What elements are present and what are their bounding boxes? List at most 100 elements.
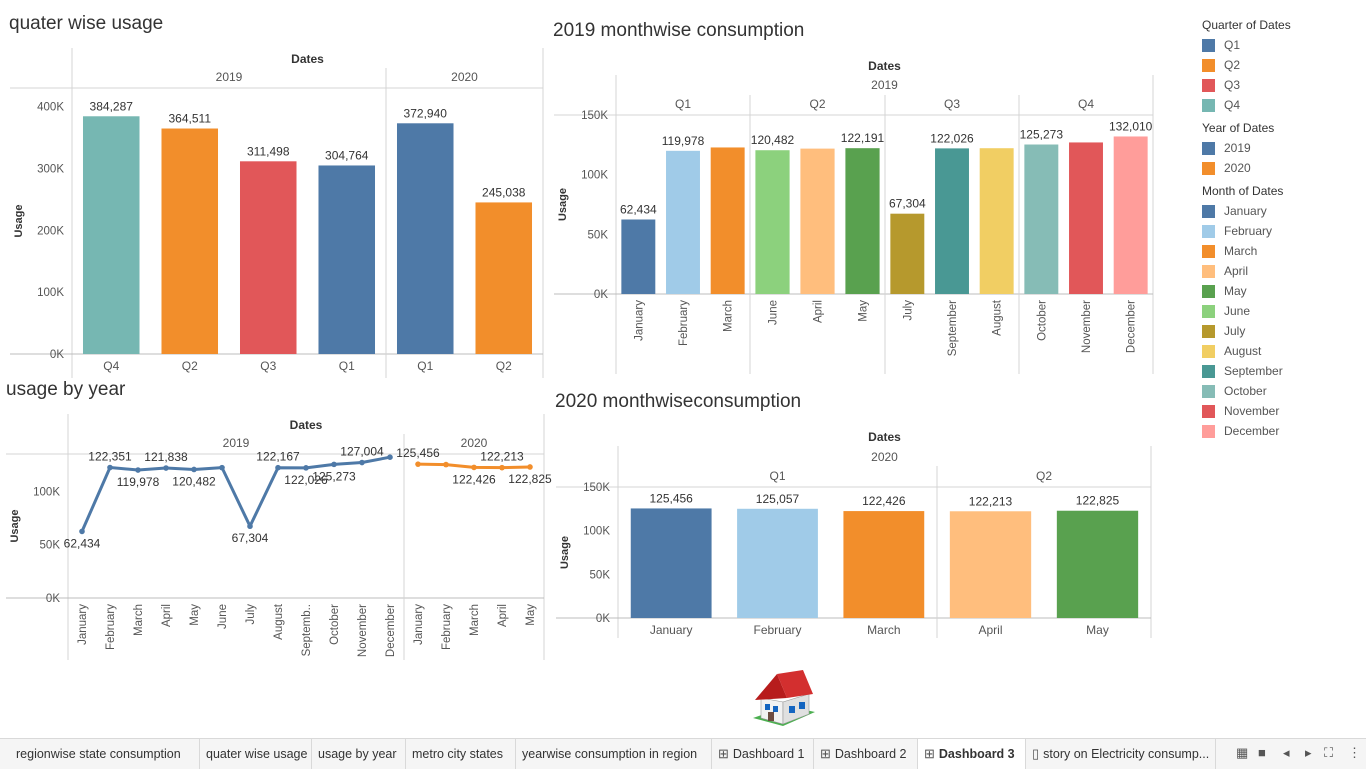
legend-item[interactable]: October [1202, 381, 1362, 401]
legend-label: May [1224, 284, 1247, 298]
legend-item[interactable]: Q1 [1202, 35, 1362, 55]
legend-swatch [1202, 38, 1215, 52]
legend-item[interactable]: August [1202, 341, 1362, 361]
sheet-tab[interactable]: metro city states [406, 739, 516, 769]
data-point [415, 461, 421, 467]
bar [979, 148, 1014, 294]
previous-icon[interactable]: ◂ [1283, 745, 1290, 760]
sheet-tab[interactable]: regionwise state consumption [10, 739, 200, 769]
y-tick-label: 100K [37, 287, 64, 299]
sheet-tab-label: Dashboard 2 [834, 747, 907, 761]
legend-swatch [1202, 284, 1215, 298]
legend-item[interactable]: Q2 [1202, 55, 1362, 75]
sheet-tab-label: Dashboard 1 [732, 747, 805, 761]
quarter-chart: Dates 0K 100K 200K 300K 400K Usage 2019 Q4 384,28… [10, 48, 544, 378]
sheet-tab[interactable]: yearwise consumption in region [516, 739, 712, 769]
data-label: 122,213 [480, 450, 524, 464]
legend-item[interactable]: June [1202, 301, 1362, 321]
y-tick-label: 100K [583, 526, 610, 538]
data-point [163, 465, 169, 471]
legend-label: Q3 [1224, 78, 1241, 92]
sheet-tab[interactable]: usage by year [312, 739, 406, 769]
legend-item[interactable]: 2019 [1202, 138, 1362, 158]
legend-item[interactable]: September [1202, 361, 1362, 381]
data-label: 121,838 [144, 450, 188, 464]
x-tick-label: October [329, 604, 341, 645]
data-point [79, 528, 85, 535]
legend-item[interactable]: March [1202, 241, 1362, 261]
legend-title: Quarter of Dates [1202, 18, 1291, 32]
dashboard-icon: ⊞ [924, 746, 935, 761]
legend-label: September [1224, 364, 1283, 378]
legend-swatch [1202, 141, 1215, 155]
x-tick-label: May [1086, 623, 1109, 637]
sheet-tab-label: yearwise consumption in region [522, 747, 698, 761]
data-label: 122,213 [969, 494, 1013, 508]
x-tick-label: March [133, 604, 145, 636]
legend-item[interactable]: November [1202, 401, 1362, 421]
data-point [303, 465, 309, 471]
sheet-tab-label: quater wise usage [206, 747, 308, 761]
data-point [219, 464, 225, 471]
y-tick-label: 150K [581, 110, 608, 122]
column-header: Dates [868, 59, 901, 73]
data-point [387, 454, 393, 460]
grid-view-icon[interactable]: ▦ [1236, 745, 1249, 760]
group-label: Q2 [809, 97, 825, 111]
x-tick-label: April [978, 623, 1002, 637]
data-label: 384,287 [90, 99, 134, 113]
legend-item[interactable]: May [1202, 281, 1362, 301]
legend-label: Q1 [1224, 38, 1241, 52]
legend-item[interactable]: February [1202, 221, 1362, 241]
sheet-tab[interactable]: ⊞ Dashboard 3 [918, 739, 1026, 769]
fit-screen-icon[interactable]: ⛶ [1324, 745, 1334, 760]
legend-item[interactable]: 2020 [1202, 158, 1362, 178]
legend-title: Year of Dates [1202, 121, 1275, 135]
legend-item[interactable]: Q3 [1202, 75, 1362, 95]
legend-item[interactable]: December [1202, 421, 1362, 441]
x-tick-label: Q4 [103, 359, 119, 373]
sheet-tab[interactable]: ⊞ Dashboard 1 [712, 739, 814, 769]
sheet-tab-label: regionwise state consumption [16, 747, 181, 761]
data-label: 122,026 [930, 131, 974, 145]
data-label: 245,038 [482, 185, 526, 199]
sheet-tab[interactable]: quater wise usage [200, 739, 312, 769]
x-tick-label: May [189, 604, 201, 626]
legend-swatch [1202, 58, 1215, 72]
year-chart-title: usage by year [6, 379, 126, 400]
legend-item[interactable]: April [1202, 261, 1362, 281]
home-icon[interactable] [747, 668, 819, 730]
data-point [527, 464, 533, 470]
data-point [499, 464, 505, 471]
data-label: 122,191 [841, 131, 885, 145]
y-tick-label: 0K [596, 613, 610, 625]
data-label: 125,456 [649, 491, 693, 505]
legend-item[interactable]: Q4 [1202, 95, 1362, 115]
x-tick-label: December [385, 604, 397, 657]
sheet-tab[interactable]: ⊞ Dashboard 2 [814, 739, 918, 769]
year-chart: Dates 0K 50K 100K Usage 2019 January February Ma… [6, 414, 552, 660]
x-tick-label: April [813, 300, 825, 323]
x-tick-label: August [992, 299, 1004, 336]
x-tick-label: January [650, 623, 693, 637]
legend-item[interactable]: January [1202, 201, 1362, 221]
bar [1113, 136, 1148, 294]
x-tick-label: February [441, 604, 453, 650]
x-tick-label: Septemb.. [301, 604, 313, 656]
sheet-tab-bar: regionwise state consumption quater wise … [0, 738, 1366, 769]
sheet-tab[interactable]: ▯ story on Electricity consump... [1026, 739, 1216, 769]
bar [755, 150, 790, 294]
group-label: Q3 [944, 97, 960, 111]
data-label: 62,434 [620, 202, 657, 216]
legend-title: Month of Dates [1202, 184, 1284, 198]
legend-item[interactable]: July [1202, 321, 1362, 341]
stop-icon[interactable]: ■ [1258, 745, 1266, 760]
x-tick-label: March [867, 623, 900, 637]
y-tick-label: 0K [50, 349, 64, 361]
x-tick-label: December [1126, 300, 1138, 353]
next-icon[interactable]: ▸ [1305, 745, 1312, 760]
data-point [443, 461, 449, 468]
legend-swatch [1202, 364, 1215, 378]
year-header: 2019 [871, 78, 898, 92]
more-options-icon[interactable]: ⋮ [1348, 745, 1361, 760]
